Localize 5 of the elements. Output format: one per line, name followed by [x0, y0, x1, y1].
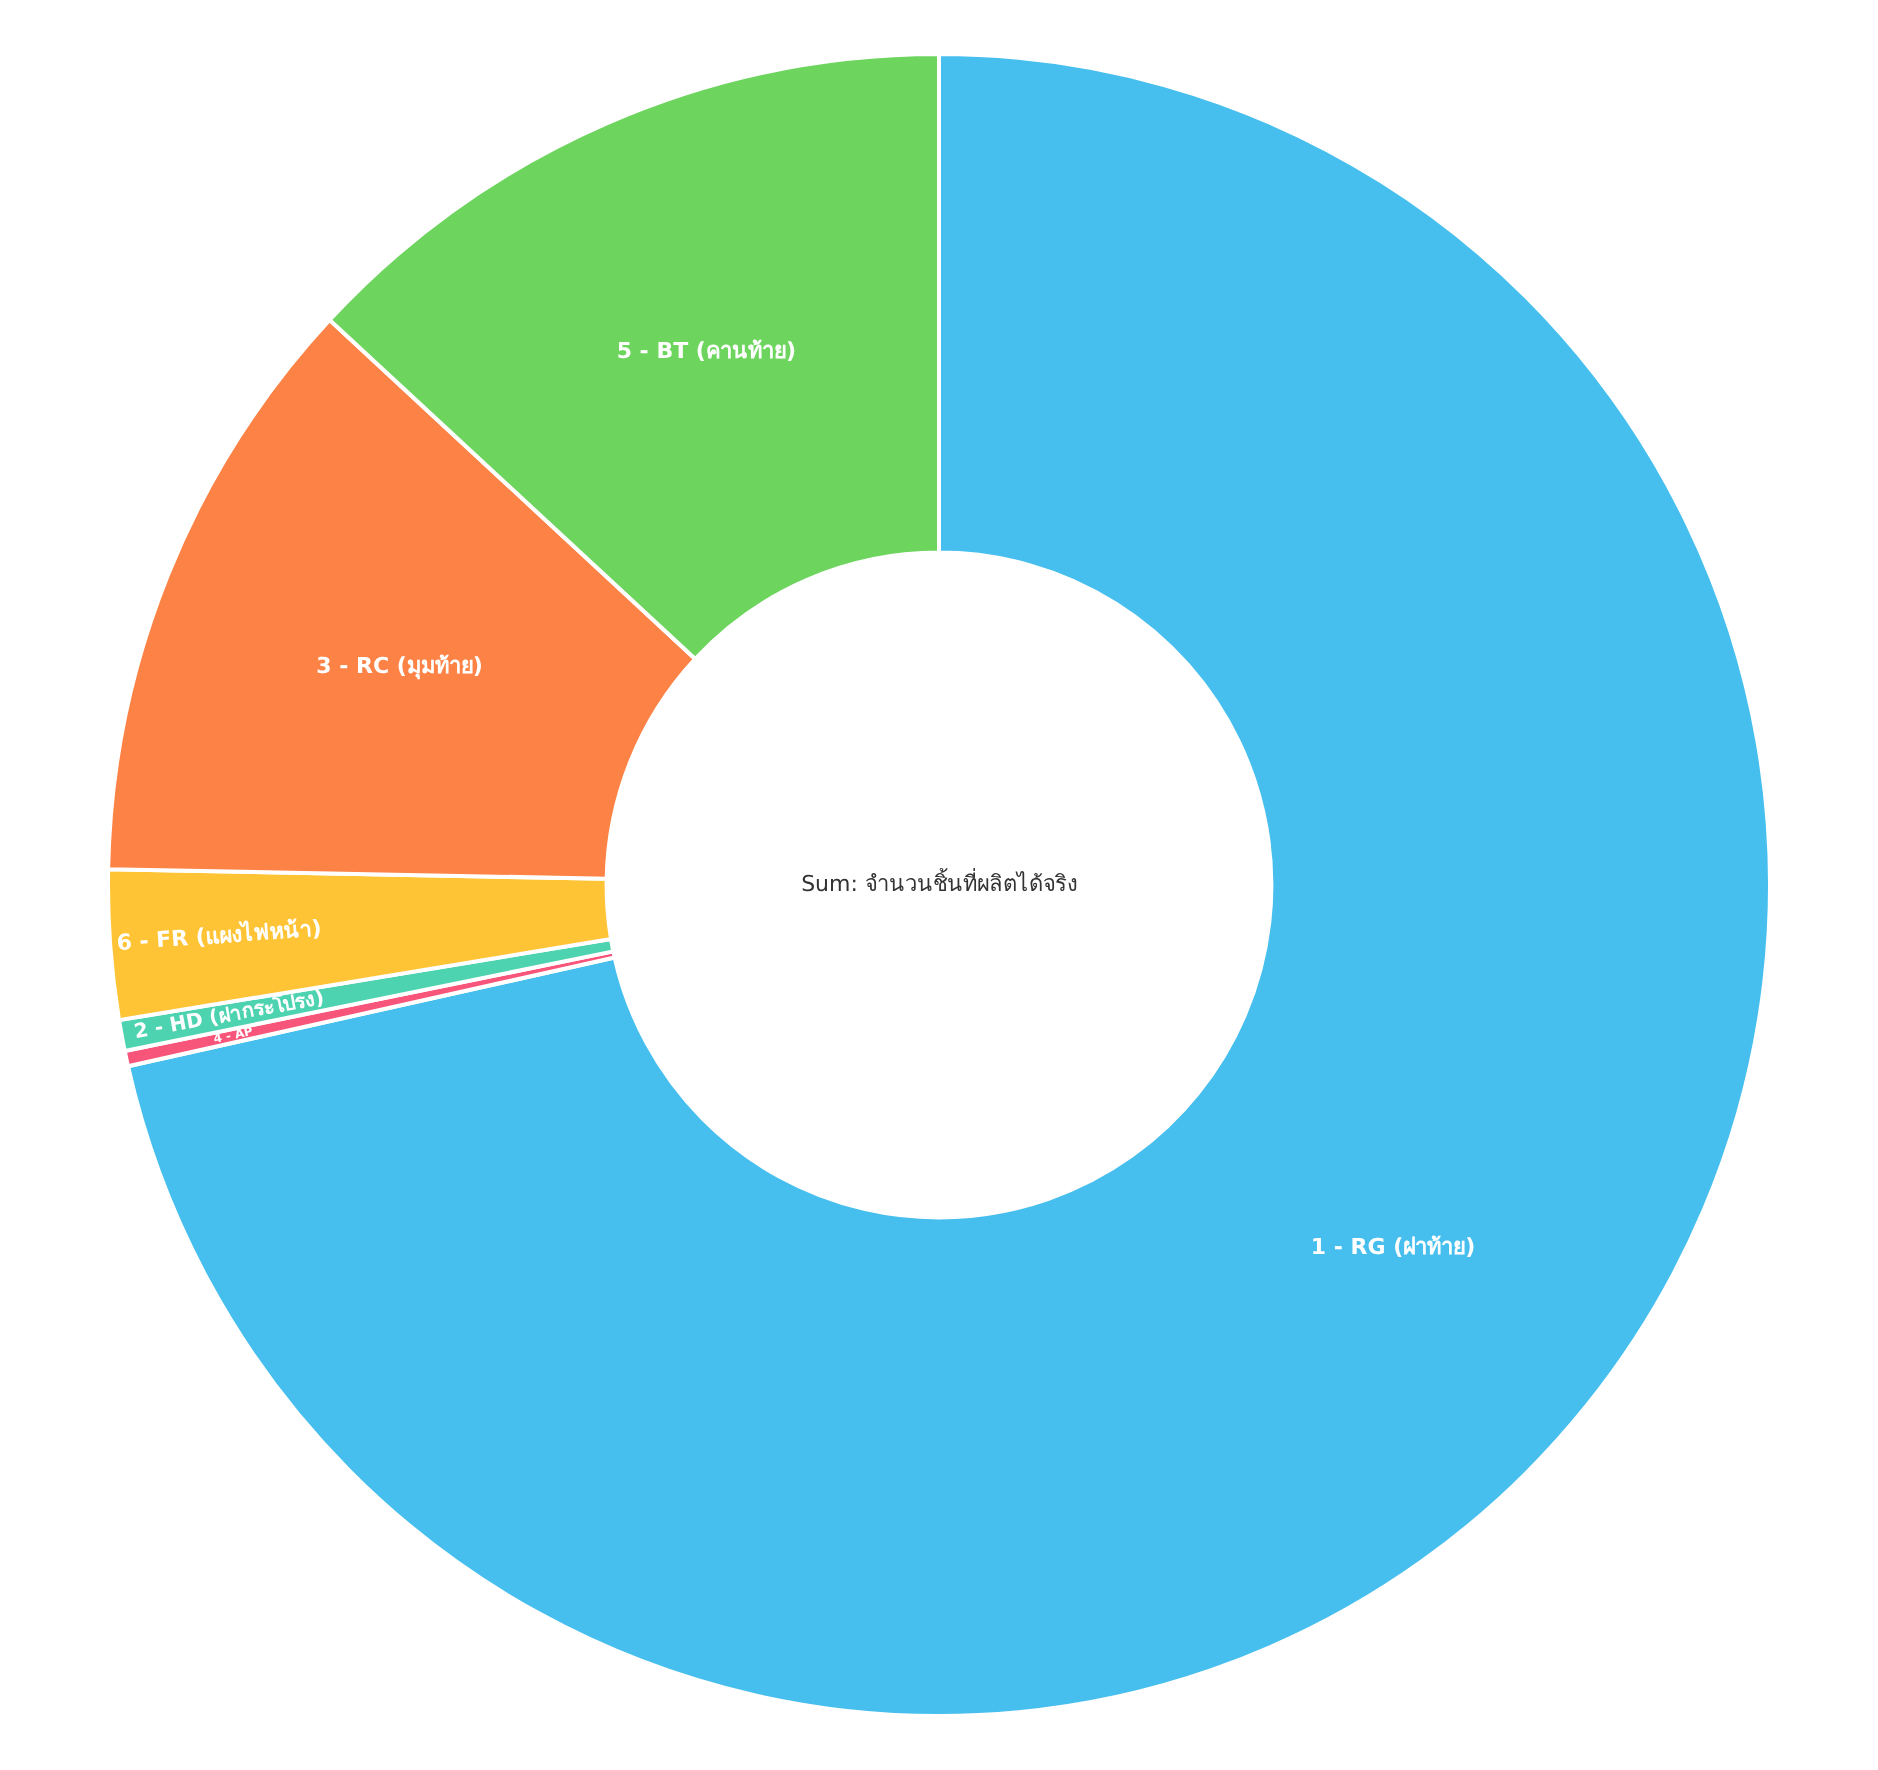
text: Sum: จำนวนชิ้นที่ผลิตได้จริง	[801, 866, 1077, 897]
slice-label: 5 - BT (คานท้าย)	[616, 337, 796, 364]
slice-label: 6 - FR (แผงไฟหน้า)	[115, 913, 323, 957]
slice-label: 3 - RC (มุมท้าย)	[316, 653, 483, 682]
slice-label: 1 - RG (ฝาท้าย)	[1310, 1234, 1476, 1261]
